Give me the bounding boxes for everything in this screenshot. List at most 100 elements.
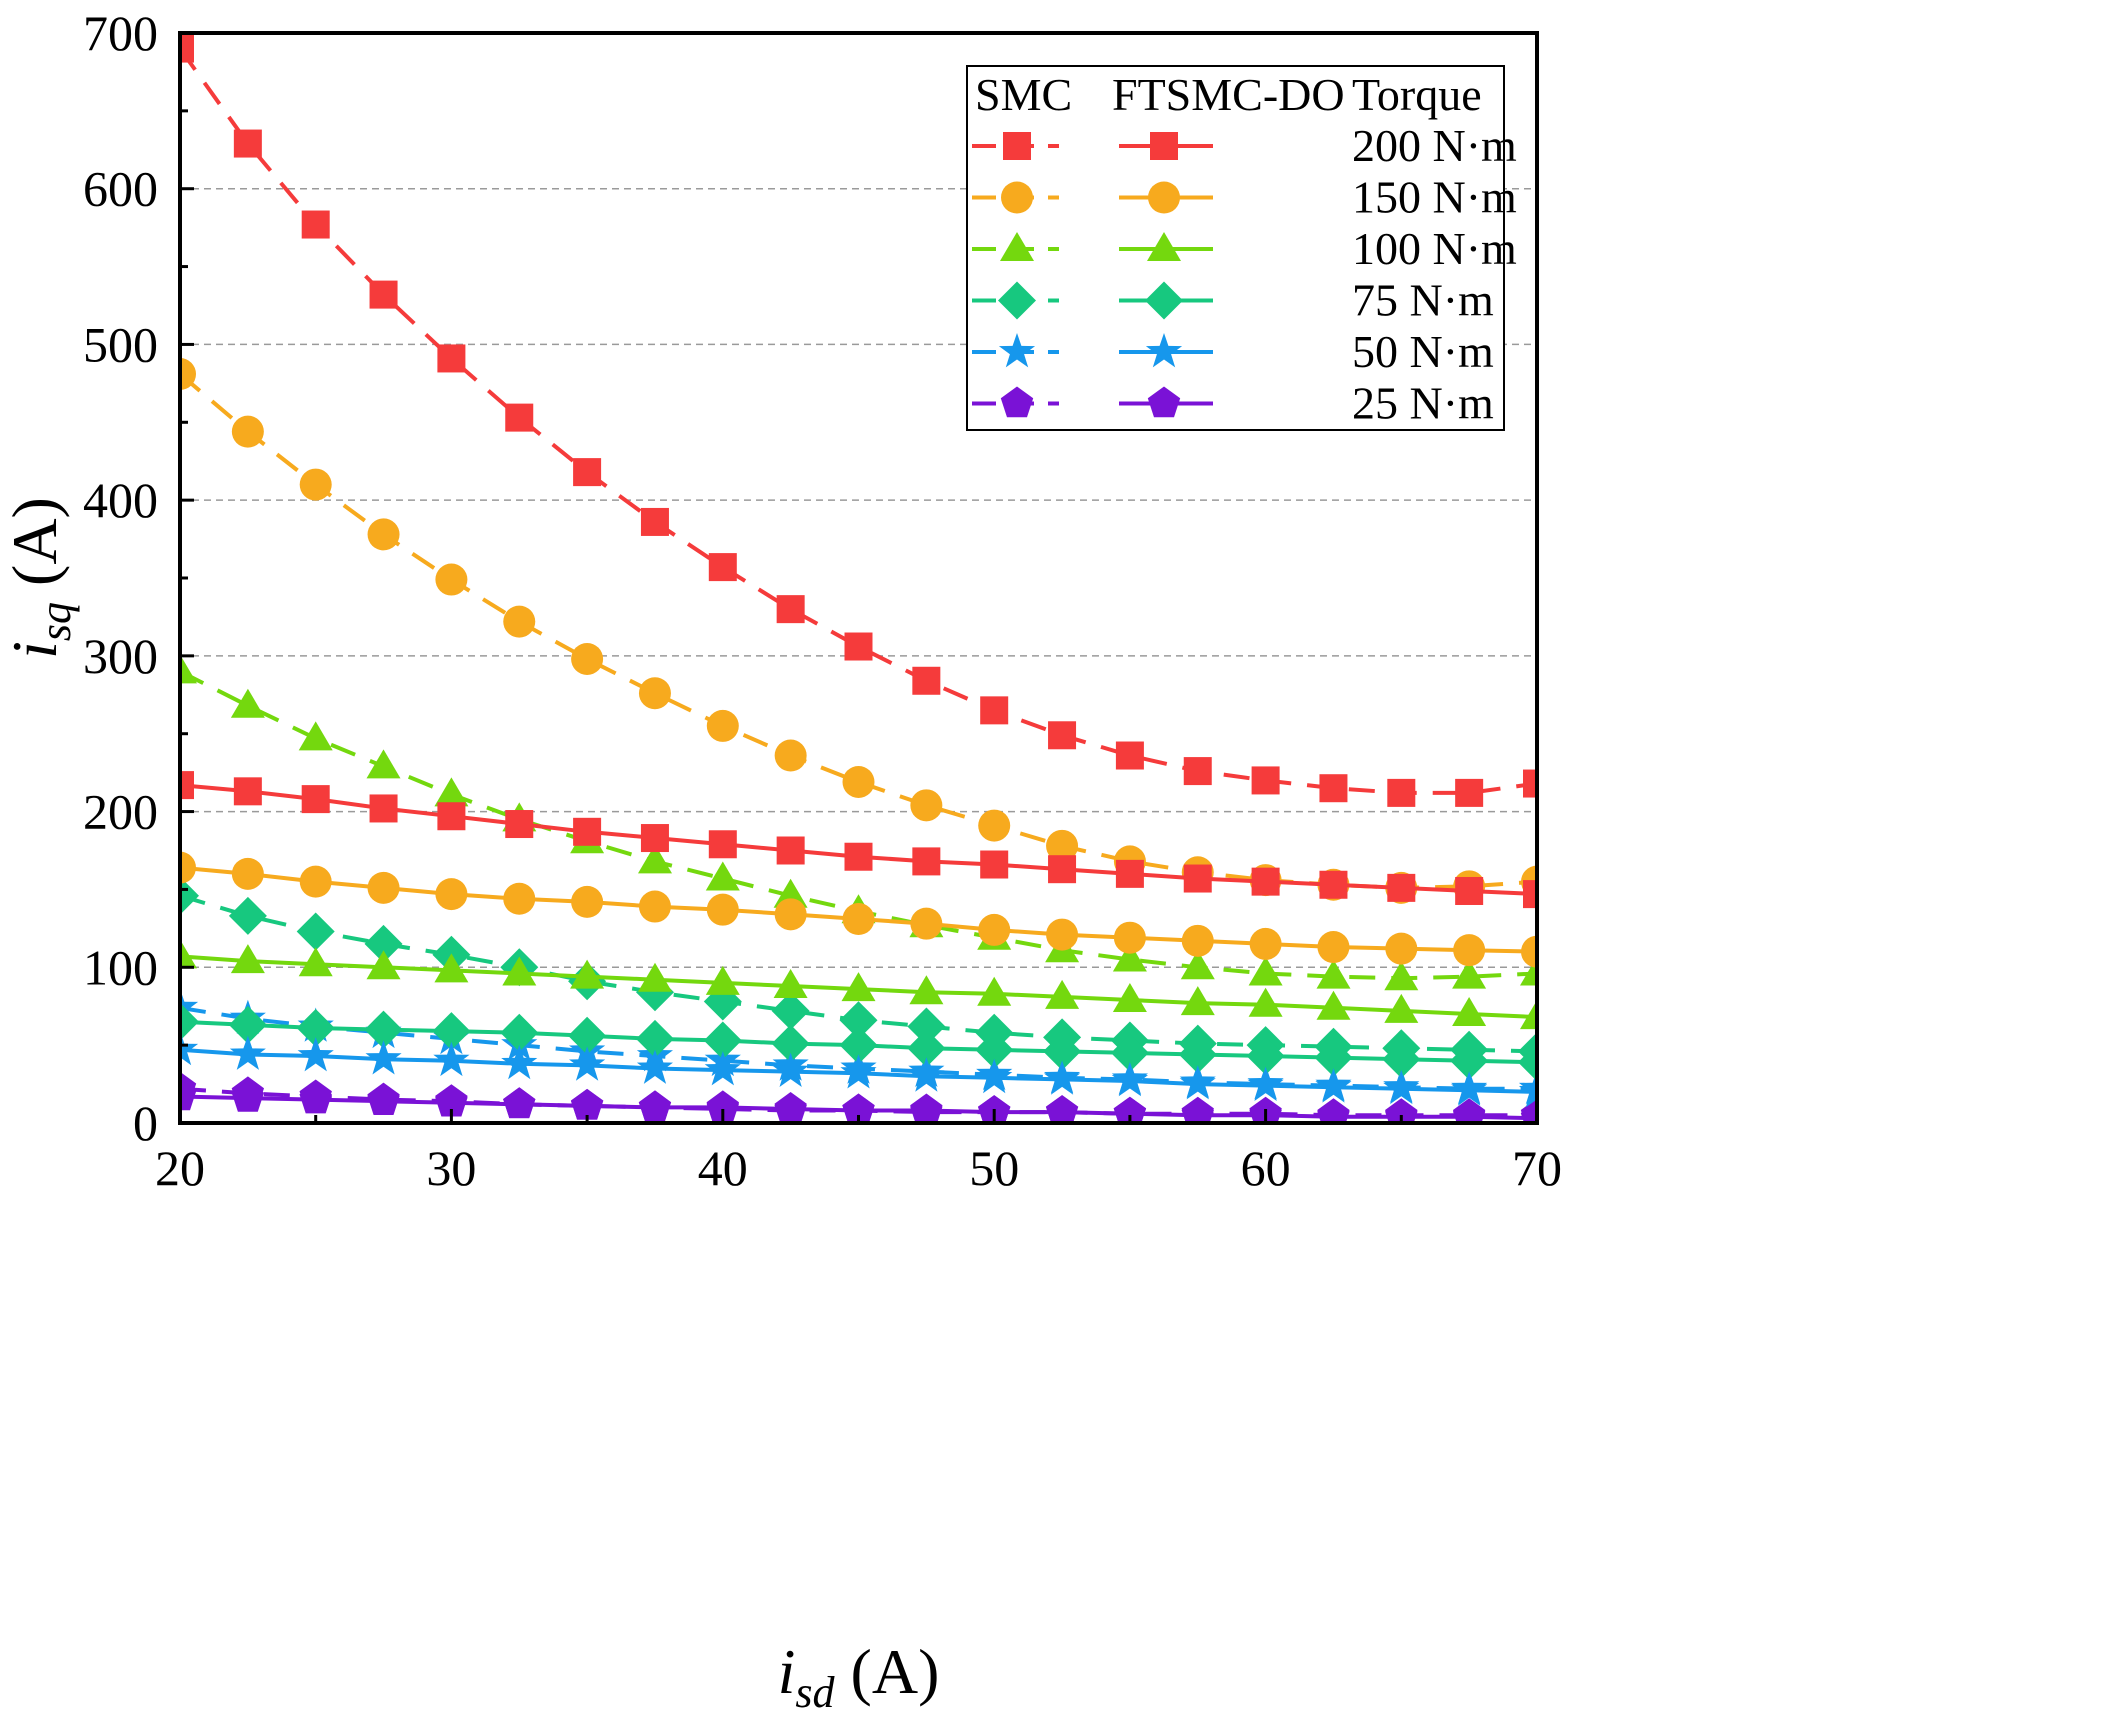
data-point-smc-75-n-m: [907, 1007, 946, 1046]
data-point-ftsmc-do-150-n-m: [1385, 932, 1418, 965]
data-point-smc-150-n-m: [706, 709, 739, 742]
y-tick-label: 300: [83, 628, 158, 684]
legend-smc-marker: [1000, 386, 1034, 418]
data-point-ftsmc-do-100-n-m: [773, 969, 808, 998]
data-point-ftsmc-do-200-n-m: [1183, 864, 1212, 893]
legend-ftsmc-marker: [1150, 132, 1178, 160]
data-point-ftsmc-do-50-n-m: [433, 1041, 470, 1077]
data-point-smc-150-n-m: [299, 468, 332, 501]
data-point-ftsmc-do-100-n-m: [1316, 990, 1351, 1020]
data-point-smc-200-n-m: [1251, 766, 1280, 795]
data-point-ftsmc-do-100-n-m: [1180, 986, 1215, 1016]
data-point-smc-150-n-m: [503, 605, 536, 638]
data-point-ftsmc-do-150-n-m: [910, 907, 943, 940]
data-point-smc-200-n-m: [708, 553, 737, 582]
legend-entry-75-n-m: 75 N·m: [972, 275, 1494, 326]
legend-ftsmc-marker: [1145, 333, 1183, 368]
data-point-ftsmc-do-75-n-m: [1043, 1032, 1082, 1071]
data-point-ftsmc-do-200-n-m: [1523, 880, 1537, 909]
data-point-ftsmc-do-25-n-m: [570, 1088, 604, 1120]
legend-smc-marker: [1000, 232, 1034, 261]
data-point-ftsmc-do-150-n-m: [706, 893, 739, 926]
data-point-smc-100-n-m: [638, 844, 672, 874]
y-tick-label: 200: [83, 784, 158, 840]
data-point-ftsmc-do-50-n-m: [229, 1035, 266, 1070]
data-point-ftsmc-do-50-n-m: [772, 1052, 809, 1087]
data-point-ftsmc-do-100-n-m: [1520, 1000, 1537, 1030]
data-point-ftsmc-do-50-n-m: [908, 1057, 945, 1092]
data-point-smc-150-n-m: [367, 518, 400, 551]
series-line-smc-200-n-m: [180, 47, 1537, 795]
data-point-ftsmc-do-75-n-m: [1382, 1040, 1421, 1079]
data-point-ftsmc-do-200-n-m: [1251, 867, 1280, 896]
legend-ftsmc-marker: [1147, 232, 1181, 261]
data-point-smc-150-n-m: [1046, 829, 1079, 862]
data-point-smc-100-n-m: [1248, 956, 1283, 986]
x-tick-label: 20: [155, 1140, 205, 1196]
data-point-ftsmc-do-200-n-m: [912, 847, 941, 876]
data-point-smc-100-n-m: [1180, 950, 1215, 980]
x-tick-label: 30: [426, 1140, 476, 1196]
data-point-ftsmc-do-100-n-m: [638, 962, 672, 992]
data-point-ftsmc-do-150-n-m: [978, 913, 1011, 946]
data-point-smc-200-n-m: [1115, 741, 1144, 770]
data-point-ftsmc-do-150-n-m: [842, 903, 875, 936]
data-point-smc-200-n-m: [912, 666, 941, 695]
series-smc-200-n-m: [180, 34, 1537, 807]
legend-torque-label: 150 N·m: [1352, 172, 1517, 223]
data-point-ftsmc-do-50-n-m: [1044, 1060, 1081, 1095]
legend-torque-label: 50 N·m: [1352, 326, 1494, 377]
data-point-ftsmc-do-75-n-m: [180, 1002, 199, 1041]
data-point-ftsmc-do-150-n-m: [1521, 935, 1537, 968]
data-point-ftsmc-do-100-n-m: [909, 975, 944, 1005]
data-point-ftsmc-do-150-n-m: [503, 882, 536, 915]
x-axis-label-sub: sd: [795, 1668, 835, 1717]
data-point-ftsmc-do-150-n-m: [1181, 924, 1214, 957]
axis-ticks: 0 100 200 300 400 500 600 700 20 30 40 50 60 70: [83, 5, 1562, 1196]
data-point-ftsmc-do-50-n-m: [297, 1037, 334, 1072]
data-point-ftsmc-do-150-n-m: [1249, 927, 1282, 960]
data-point-ftsmc-do-25-n-m: [1045, 1095, 1079, 1123]
y-axis-label-var: i: [0, 641, 70, 659]
series-ftsmc-do-50-n-m: [180, 1030, 1537, 1108]
legend-header-torque: Torque: [1352, 69, 1482, 120]
legend-smc-marker: [1003, 132, 1031, 160]
data-point-ftsmc-do-25-n-m: [180, 1079, 197, 1111]
data-point-ftsmc-do-100-n-m: [1384, 993, 1419, 1023]
data-point-ftsmc-do-150-n-m: [638, 890, 671, 923]
y-tick-label: 500: [83, 316, 158, 372]
data-point-smc-75-n-m: [180, 876, 199, 915]
data-point-ftsmc-do-50-n-m: [1247, 1066, 1284, 1101]
data-point-smc-150-n-m: [774, 739, 807, 772]
data-point-smc-200-n-m: [980, 696, 1009, 725]
data-point-ftsmc-do-75-n-m: [296, 1009, 335, 1047]
data-point-ftsmc-do-75-n-m: [228, 1005, 267, 1044]
data-point-ftsmc-do-25-n-m: [1181, 1098, 1214, 1123]
data-point-ftsmc-do-25-n-m: [1520, 1101, 1537, 1123]
data-point-ftsmc-do-100-n-m: [1045, 979, 1080, 1009]
data-point-smc-100-n-m: [434, 777, 469, 807]
data-point-ftsmc-do-75-n-m: [975, 1030, 1014, 1069]
data-point-smc-150-n-m: [435, 563, 468, 596]
data-point-ftsmc-do-75-n-m: [364, 1010, 403, 1049]
x-tick-label: 70: [1512, 1140, 1562, 1196]
data-point-smc-150-n-m: [978, 809, 1011, 842]
legend-torque-label: 100 N·m: [1352, 223, 1517, 274]
y-tick-label: 700: [83, 5, 158, 61]
data-point-ftsmc-do-200-n-m: [1115, 859, 1144, 888]
data-point-smc-100-n-m: [1452, 959, 1487, 989]
data-point-ftsmc-do-100-n-m: [298, 947, 333, 977]
data-point-ftsmc-do-150-n-m: [1046, 918, 1079, 951]
legend-ftsmc-marker: [1148, 181, 1180, 214]
data-point-ftsmc-do-50-n-m: [1518, 1072, 1537, 1108]
data-point-ftsmc-do-100-n-m: [705, 965, 740, 995]
y-tick-label: 100: [83, 939, 158, 995]
legend-header-smc: SMC: [975, 69, 1072, 120]
data-point-smc-200-n-m: [1319, 774, 1348, 803]
data-point-ftsmc-do-75-n-m: [1246, 1037, 1285, 1075]
data-point-ftsmc-do-25-n-m: [774, 1092, 807, 1123]
data-point-smc-200-n-m: [437, 344, 466, 373]
data-point-ftsmc-do-50-n-m: [840, 1054, 877, 1089]
data-point-ftsmc-do-100-n-m: [502, 956, 537, 986]
